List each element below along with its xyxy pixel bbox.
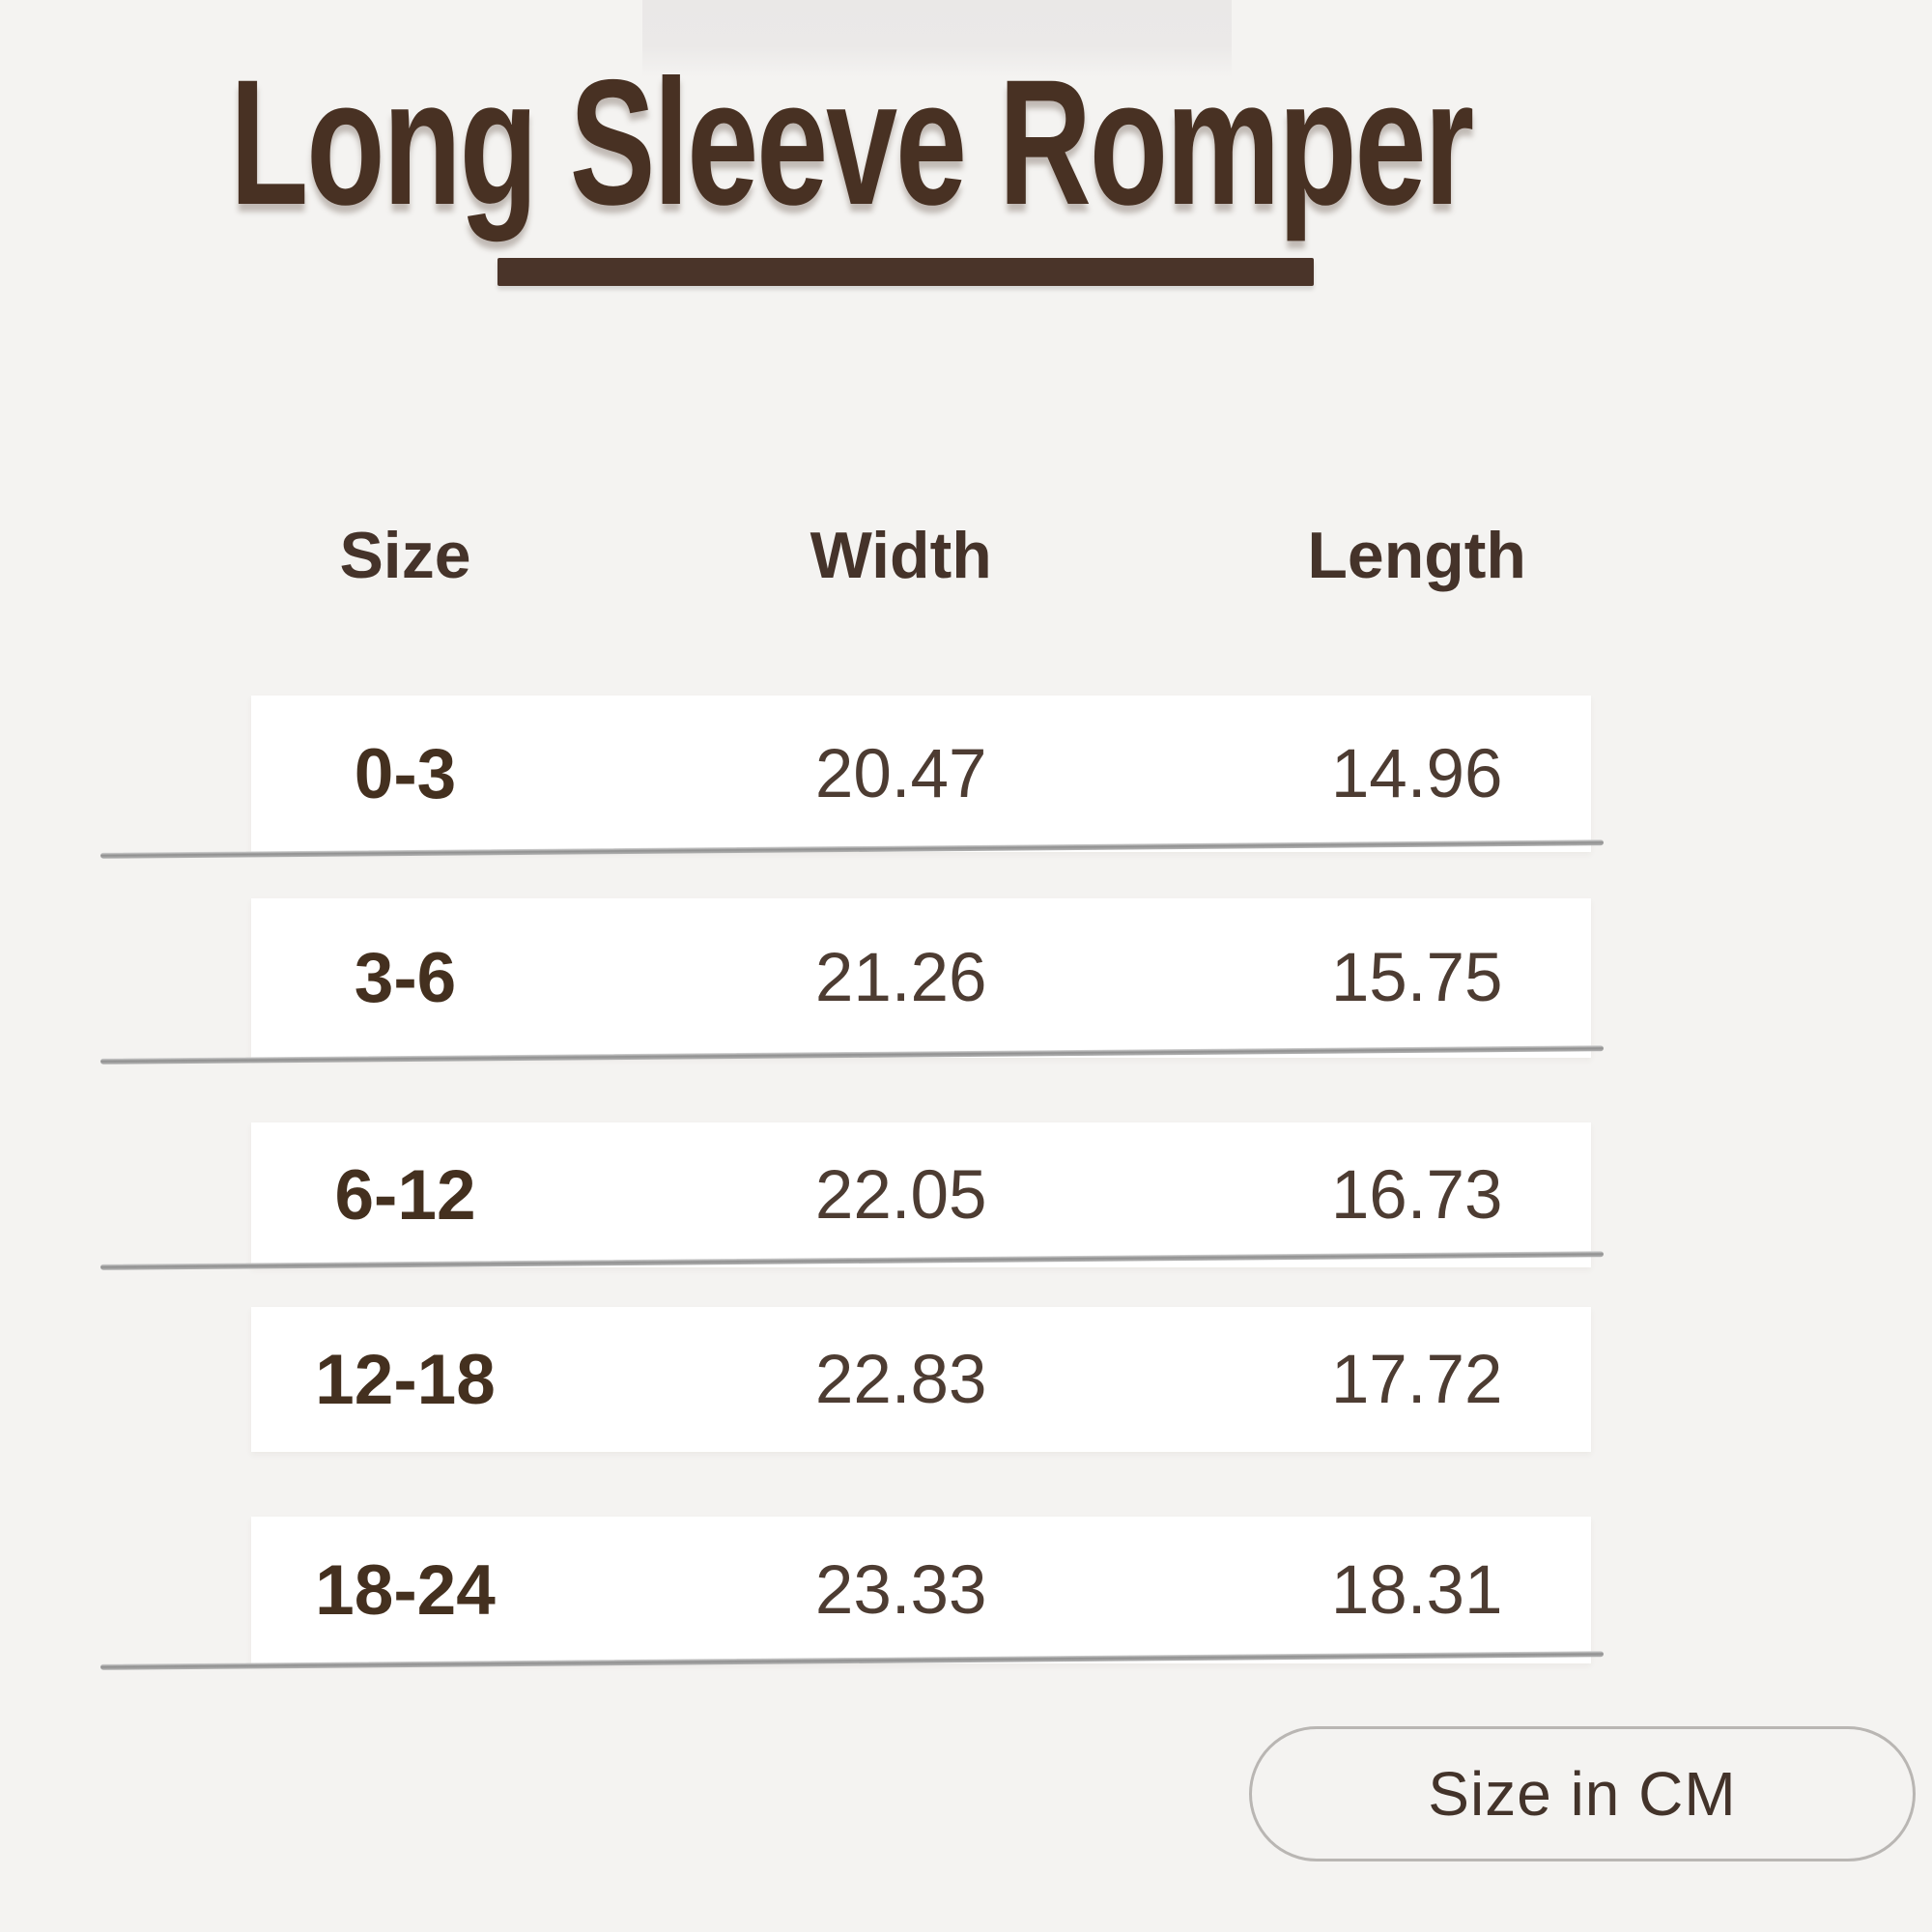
page-title: Long Sleeve Romper: [230, 43, 1474, 242]
size-cell: 18-24: [315, 1550, 496, 1630]
width-cell: 23.33: [814, 1551, 987, 1629]
table-row: 3-6 21.26 15.75: [251, 898, 1591, 1058]
table-row: 0-3 20.47 14.96: [251, 696, 1591, 852]
size-cell: 6-12: [334, 1155, 476, 1235]
width-cell: 22.05: [814, 1156, 987, 1234]
length-cell: 16.73: [1330, 1156, 1503, 1234]
top-accent-band: [642, 0, 1232, 77]
length-cell: 14.96: [1330, 735, 1503, 812]
length-cell: 18.31: [1330, 1551, 1503, 1629]
table-row: 18-24 23.33 18.31: [251, 1517, 1591, 1663]
table-header: Size Width Length: [251, 493, 1591, 618]
unit-badge[interactable]: Size in CM: [1249, 1726, 1916, 1861]
title-underline: [497, 258, 1314, 286]
column-header-length: Length: [1307, 519, 1526, 592]
size-cell: 12-18: [315, 1340, 496, 1419]
length-cell: 15.75: [1330, 940, 1503, 1016]
width-cell: 21.26: [814, 940, 987, 1016]
size-cell: 0-3: [354, 734, 457, 813]
unit-badge-label: Size in CM: [1428, 1759, 1737, 1829]
column-header-width: Width: [810, 519, 992, 592]
width-cell: 22.83: [814, 1341, 987, 1418]
column-header-size: Size: [339, 519, 471, 592]
table-row: 12-18 22.83 17.72: [251, 1307, 1591, 1452]
table-row: 6-12 22.05 16.73: [251, 1122, 1591, 1267]
length-cell: 17.72: [1330, 1341, 1503, 1418]
size-cell: 3-6: [354, 939, 457, 1017]
width-cell: 20.47: [814, 735, 987, 812]
